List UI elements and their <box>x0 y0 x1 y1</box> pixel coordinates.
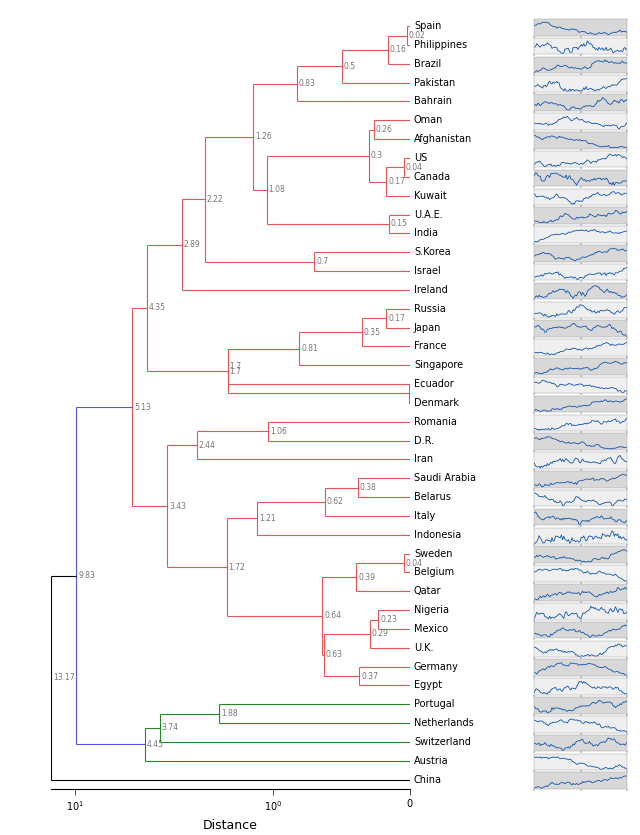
Text: 2.44: 2.44 <box>198 441 215 450</box>
Text: 1.88: 1.88 <box>221 709 237 718</box>
Text: Belgium: Belgium <box>414 568 454 578</box>
Text: Russia: Russia <box>414 304 445 314</box>
Text: 4.35: 4.35 <box>148 303 166 312</box>
Text: Mexico: Mexico <box>414 624 448 634</box>
Text: 0.17: 0.17 <box>388 177 405 186</box>
Text: 4.45: 4.45 <box>147 740 163 749</box>
Text: 0.16: 0.16 <box>390 45 406 54</box>
Text: 0.04: 0.04 <box>406 559 423 568</box>
Text: Brazil: Brazil <box>414 58 441 68</box>
Text: 9.83: 9.83 <box>78 571 95 580</box>
Text: 0.64: 0.64 <box>324 611 341 620</box>
Text: Austria: Austria <box>414 756 449 766</box>
Text: Spain: Spain <box>414 21 441 31</box>
Text: Romania: Romania <box>414 417 457 427</box>
Text: 0.02: 0.02 <box>409 31 426 40</box>
Text: Ireland: Ireland <box>414 285 447 295</box>
Text: 0.29: 0.29 <box>372 629 388 638</box>
Text: 0.35: 0.35 <box>364 328 381 337</box>
Text: S.Korea: S.Korea <box>414 247 451 257</box>
Text: Italy: Italy <box>414 511 435 521</box>
Text: 1.72: 1.72 <box>228 563 245 572</box>
Text: US: US <box>414 153 427 163</box>
Text: Canada: Canada <box>414 172 451 182</box>
Text: 2.22: 2.22 <box>207 195 223 204</box>
Text: 0.17: 0.17 <box>388 314 405 322</box>
Text: 1.06: 1.06 <box>270 427 287 436</box>
Text: 5.13: 5.13 <box>134 402 151 412</box>
Text: 0.04: 0.04 <box>406 163 423 172</box>
Text: 0.63: 0.63 <box>326 650 342 660</box>
Text: 0.5: 0.5 <box>343 62 355 71</box>
Text: Singapore: Singapore <box>414 360 463 370</box>
Text: 13.17: 13.17 <box>53 673 75 682</box>
Text: France: France <box>414 342 447 352</box>
Text: 0.39: 0.39 <box>358 573 375 582</box>
Text: Bahrain: Bahrain <box>414 97 452 107</box>
Text: Qatar: Qatar <box>414 586 442 596</box>
Text: Indonesia: Indonesia <box>414 529 461 539</box>
X-axis label: Distance: Distance <box>203 819 258 832</box>
Text: 1.7: 1.7 <box>230 362 241 371</box>
Text: U.K.: U.K. <box>414 643 433 653</box>
Text: Kuwait: Kuwait <box>414 190 447 200</box>
Text: 0.62: 0.62 <box>327 498 344 506</box>
Text: Afghanistan: Afghanistan <box>414 134 472 144</box>
Text: Israel: Israel <box>414 266 441 276</box>
Text: Belarus: Belarus <box>414 492 451 502</box>
Text: 0.38: 0.38 <box>360 483 376 492</box>
Text: Philippines: Philippines <box>414 40 467 50</box>
Text: 1.7: 1.7 <box>230 367 241 376</box>
Text: 0.7: 0.7 <box>316 257 328 266</box>
Text: Ecuador: Ecuador <box>414 379 454 389</box>
Text: Sweden: Sweden <box>414 549 452 559</box>
Text: D.R.: D.R. <box>414 436 434 446</box>
Text: 0.15: 0.15 <box>391 220 408 229</box>
Text: 3.43: 3.43 <box>169 502 186 511</box>
Text: U.A.E.: U.A.E. <box>414 210 443 220</box>
Text: 0.26: 0.26 <box>376 125 393 134</box>
Text: 1.08: 1.08 <box>269 185 285 195</box>
Text: Egypt: Egypt <box>414 681 442 691</box>
Text: Japan: Japan <box>414 322 441 332</box>
Text: Netherlands: Netherlands <box>414 718 474 728</box>
Text: 3.74: 3.74 <box>161 723 179 732</box>
Text: 0.37: 0.37 <box>361 671 378 681</box>
Text: 0.3: 0.3 <box>371 151 383 160</box>
Text: Denmark: Denmark <box>414 398 459 407</box>
Text: 0.83: 0.83 <box>298 79 316 89</box>
Text: Portugal: Portugal <box>414 699 454 709</box>
Text: Iran: Iran <box>414 454 433 464</box>
Text: 0.81: 0.81 <box>301 344 318 353</box>
Text: 0.23: 0.23 <box>380 615 397 624</box>
Text: Saudi Arabia: Saudi Arabia <box>414 473 476 483</box>
Text: Oman: Oman <box>414 115 444 125</box>
Text: Switzerland: Switzerland <box>414 737 471 747</box>
Text: China: China <box>414 775 442 785</box>
Text: Germany: Germany <box>414 661 459 671</box>
Text: 1.21: 1.21 <box>259 514 275 523</box>
Text: 2.89: 2.89 <box>184 240 200 249</box>
Text: Pakistan: Pakistan <box>414 78 455 88</box>
Text: Nigeria: Nigeria <box>414 605 449 615</box>
Text: India: India <box>414 228 438 238</box>
Text: 1.26: 1.26 <box>255 132 272 141</box>
